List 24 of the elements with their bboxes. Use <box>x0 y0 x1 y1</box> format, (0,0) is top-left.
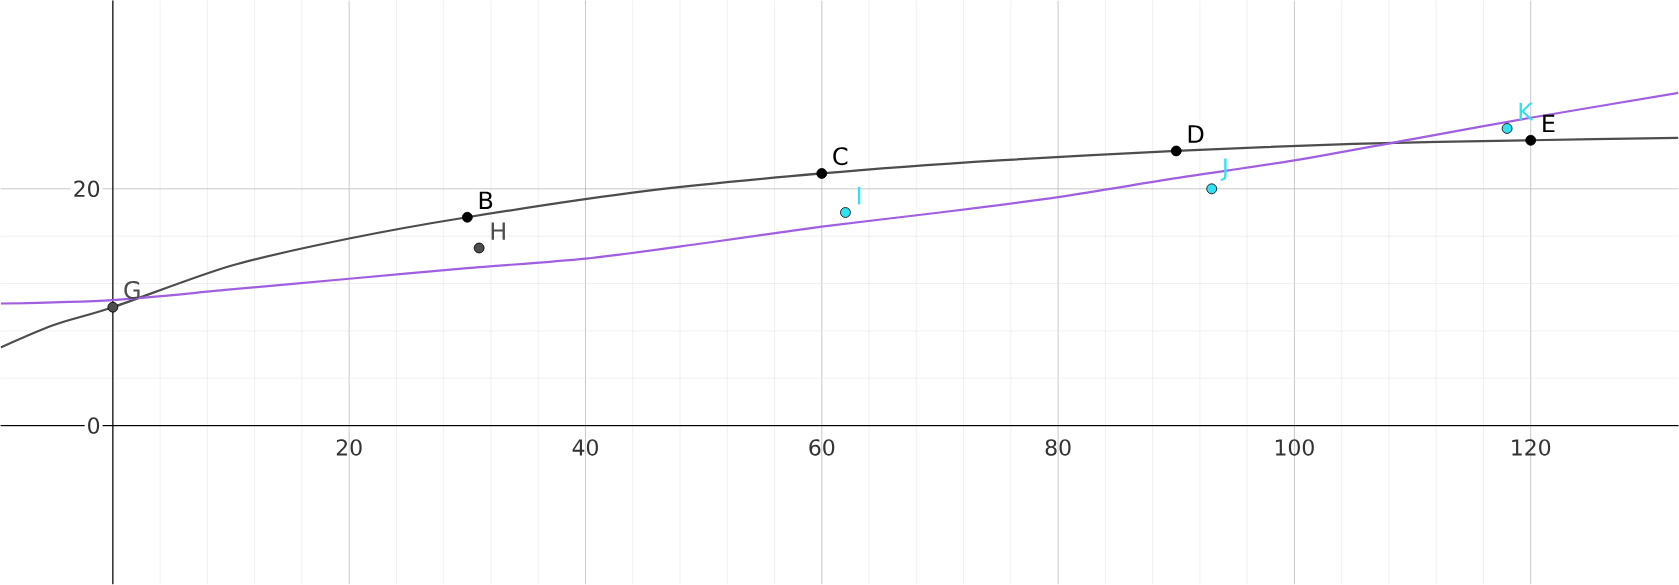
y-tick-label: 0 <box>88 417 100 434</box>
point <box>840 207 851 218</box>
annotation: K <box>1519 102 1534 121</box>
x-tick-label: 80 <box>1045 439 1071 456</box>
point <box>461 211 473 223</box>
annotation: C <box>833 147 848 166</box>
annotation: G <box>124 281 140 300</box>
annotation: I <box>857 187 861 205</box>
point <box>816 168 828 179</box>
point <box>1501 123 1513 134</box>
x-tick-label: 60 <box>809 439 835 456</box>
annotation: B <box>479 191 493 210</box>
annotation: E <box>1543 114 1555 133</box>
point <box>1206 183 1218 195</box>
x-tick-label: 40 <box>572 439 598 456</box>
point <box>107 301 119 313</box>
x-tick-label: 100 <box>1275 439 1314 456</box>
point <box>1170 145 1182 157</box>
point <box>473 242 485 254</box>
point <box>1525 135 1537 146</box>
x-tick-label: 120 <box>1512 439 1551 456</box>
annotation: D <box>1188 125 1204 143</box>
x-tick-label: 20 <box>336 439 362 456</box>
annotation: H <box>491 222 505 240</box>
